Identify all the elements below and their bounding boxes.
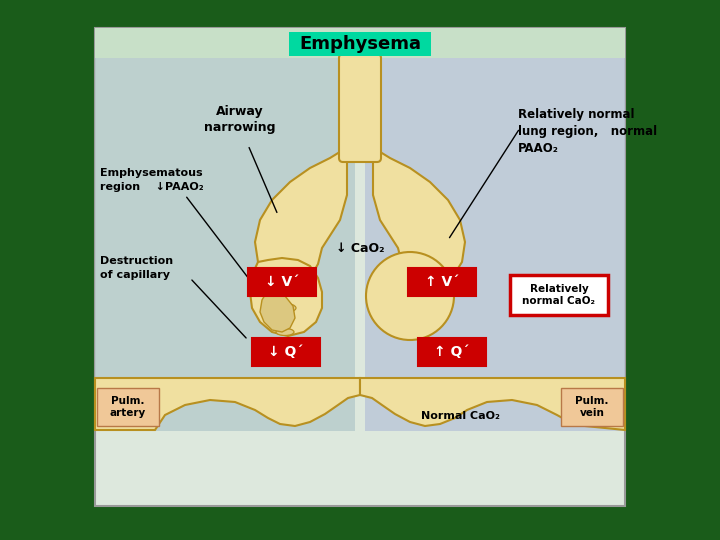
Bar [95, 28, 625, 58]
Text: Emphysema: Emphysema [299, 35, 421, 53]
Text: Relatively normal
lung region,   normal
PAAO₂: Relatively normal lung region, normal PA… [518, 108, 657, 155]
Polygon shape [373, 150, 465, 286]
Text: Relatively
normal CaO₂: Relatively normal CaO₂ [523, 284, 595, 306]
Bar [365, 58, 625, 431]
Bar [418, 338, 486, 366]
Ellipse shape [267, 316, 289, 324]
Text: Pulm.
vein: Pulm. vein [575, 396, 608, 418]
Text: ↑ V´: ↑ V´ [425, 275, 459, 289]
Bar [561, 388, 623, 426]
Bar [97, 388, 159, 426]
Polygon shape [260, 290, 295, 332]
FancyBboxPatch shape [339, 54, 381, 162]
Text: Pulm.
artery: Pulm. artery [110, 396, 146, 418]
Text: ↓ V´: ↓ V´ [265, 275, 299, 289]
Text: ↓ CaO₂: ↓ CaO₂ [336, 241, 384, 254]
Text: ↑ Q´: ↑ Q´ [434, 345, 469, 359]
Text: Normal CaO₂: Normal CaO₂ [420, 411, 500, 421]
Ellipse shape [276, 328, 294, 335]
Polygon shape [250, 258, 322, 336]
Bar [252, 338, 320, 366]
Text: Destruction
of capillary: Destruction of capillary [100, 256, 173, 280]
Text: Emphysematous
region    ↓PAAO₂: Emphysematous region ↓PAAO₂ [100, 168, 204, 192]
Bar [248, 268, 316, 296]
Ellipse shape [268, 303, 296, 313]
Text: ↓ Q´: ↓ Q´ [269, 345, 304, 359]
Bar [408, 268, 476, 296]
Polygon shape [95, 378, 360, 430]
Bar [510, 275, 608, 315]
Bar [95, 28, 625, 506]
Polygon shape [255, 150, 347, 286]
Circle shape [366, 252, 454, 340]
Polygon shape [360, 378, 625, 430]
Text: Airway
narrowing: Airway narrowing [204, 105, 276, 134]
Bar [95, 58, 355, 431]
FancyBboxPatch shape [289, 32, 431, 56]
